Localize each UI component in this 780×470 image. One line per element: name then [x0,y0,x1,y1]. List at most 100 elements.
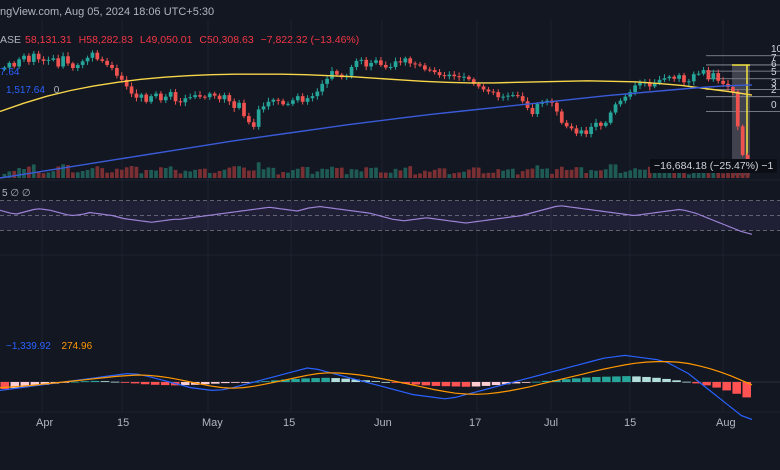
candle-body [310,96,315,99]
candle-body [27,55,31,62]
volume-bar [80,171,85,178]
volume-bar [36,171,41,178]
volume-bar [159,167,163,178]
candle-body [129,86,134,94]
volume-bar [173,169,178,178]
macd-histogram-bar [90,380,100,382]
xaxis-label: Jun [374,417,392,429]
volume-bar [119,169,124,178]
volume-bar [618,173,623,178]
volume-bar [90,168,95,178]
macd-histogram-bar [411,382,421,385]
volume-bar [496,169,501,178]
candle-body [139,94,144,98]
volume-bar [447,174,452,178]
volume-bar [144,170,149,178]
candle-body [119,75,124,80]
volume-bar [261,169,266,178]
candle-body [701,70,706,74]
candle-body [276,99,281,101]
volume-bar [608,164,613,178]
candle-body [486,89,491,92]
candle-body [80,61,85,65]
fib-level-label: 2 [771,84,777,96]
candle-body [452,74,457,77]
candle-body [564,122,569,127]
ma-long-row: 1,517.64 0 [6,85,59,96]
volume-bar [110,172,114,178]
open-value: 58,131.31 [25,34,72,46]
volume-bar [349,169,354,178]
volume-bar [388,172,393,178]
macd-histogram-bar [541,380,551,382]
candle-body [217,95,222,100]
volume-bar [31,164,36,178]
volume-bar [105,172,109,178]
macd-histogram-bar [221,382,230,384]
macd-histogram-bar [261,381,270,382]
candle-body [271,99,276,102]
candle-body [383,64,388,68]
volume-bar [193,169,197,178]
close-value: C50,308.63 [199,34,254,46]
volume-bar [46,172,51,178]
candle-body [393,61,398,67]
volume-bar [12,171,17,178]
candle-body [173,92,178,102]
volume-bar [51,171,56,178]
volume-bar [330,166,334,178]
macd-histogram-bar [521,382,531,383]
candle-body [599,122,603,126]
volume-bar [555,169,559,178]
macd-histogram-bar [682,381,691,383]
candle-body [178,101,183,103]
macd-histogram-bar [592,376,601,382]
volume-bar [462,171,466,178]
macd-histogram-bar [100,381,110,382]
candle-body [613,104,618,113]
macd-histogram-bar [140,382,150,385]
candle-body [418,64,422,66]
candle-body [408,58,413,64]
fib-level-label: 6 [771,59,777,71]
volume-bar [652,173,657,178]
candle-body [374,60,378,63]
xaxis-label: 15 [117,417,130,429]
candle-body [237,102,241,108]
macd-histogram-bar [391,382,401,383]
macd-histogram-bar [582,377,591,382]
candle-body [647,82,652,87]
candle-body [574,128,579,134]
candle-body [427,69,432,71]
volume-bar [320,168,325,178]
macd-histogram-bar [311,378,320,382]
candle-body [291,100,295,104]
candle-body [638,82,642,86]
candle-body [462,76,466,78]
macd-histogram-bar [231,382,240,383]
candle-body [535,103,540,115]
macd-histogram-bar [361,380,370,382]
volume-bar [325,169,329,178]
volume-bar [315,171,320,178]
volume-bar [217,171,222,178]
volume-bar [398,170,403,178]
candle-body [75,64,80,69]
candle-body [66,56,70,64]
candle-body [687,81,691,83]
volume-bar [207,173,212,178]
volume-bar [66,165,70,178]
volume-bar [687,174,691,178]
ma200-line [0,84,753,179]
macd-histogram-bar [371,381,381,382]
volume-bar [300,166,305,178]
macd-legend: −1,339.92 274.96 [6,341,92,352]
candle-body [652,82,657,87]
candle-body [501,96,505,98]
candlesticks[interactable] [2,50,750,169]
candle-body [305,98,310,102]
candle-body [672,76,677,79]
candle-body [481,86,486,90]
macd-histogram-bar [652,377,661,382]
